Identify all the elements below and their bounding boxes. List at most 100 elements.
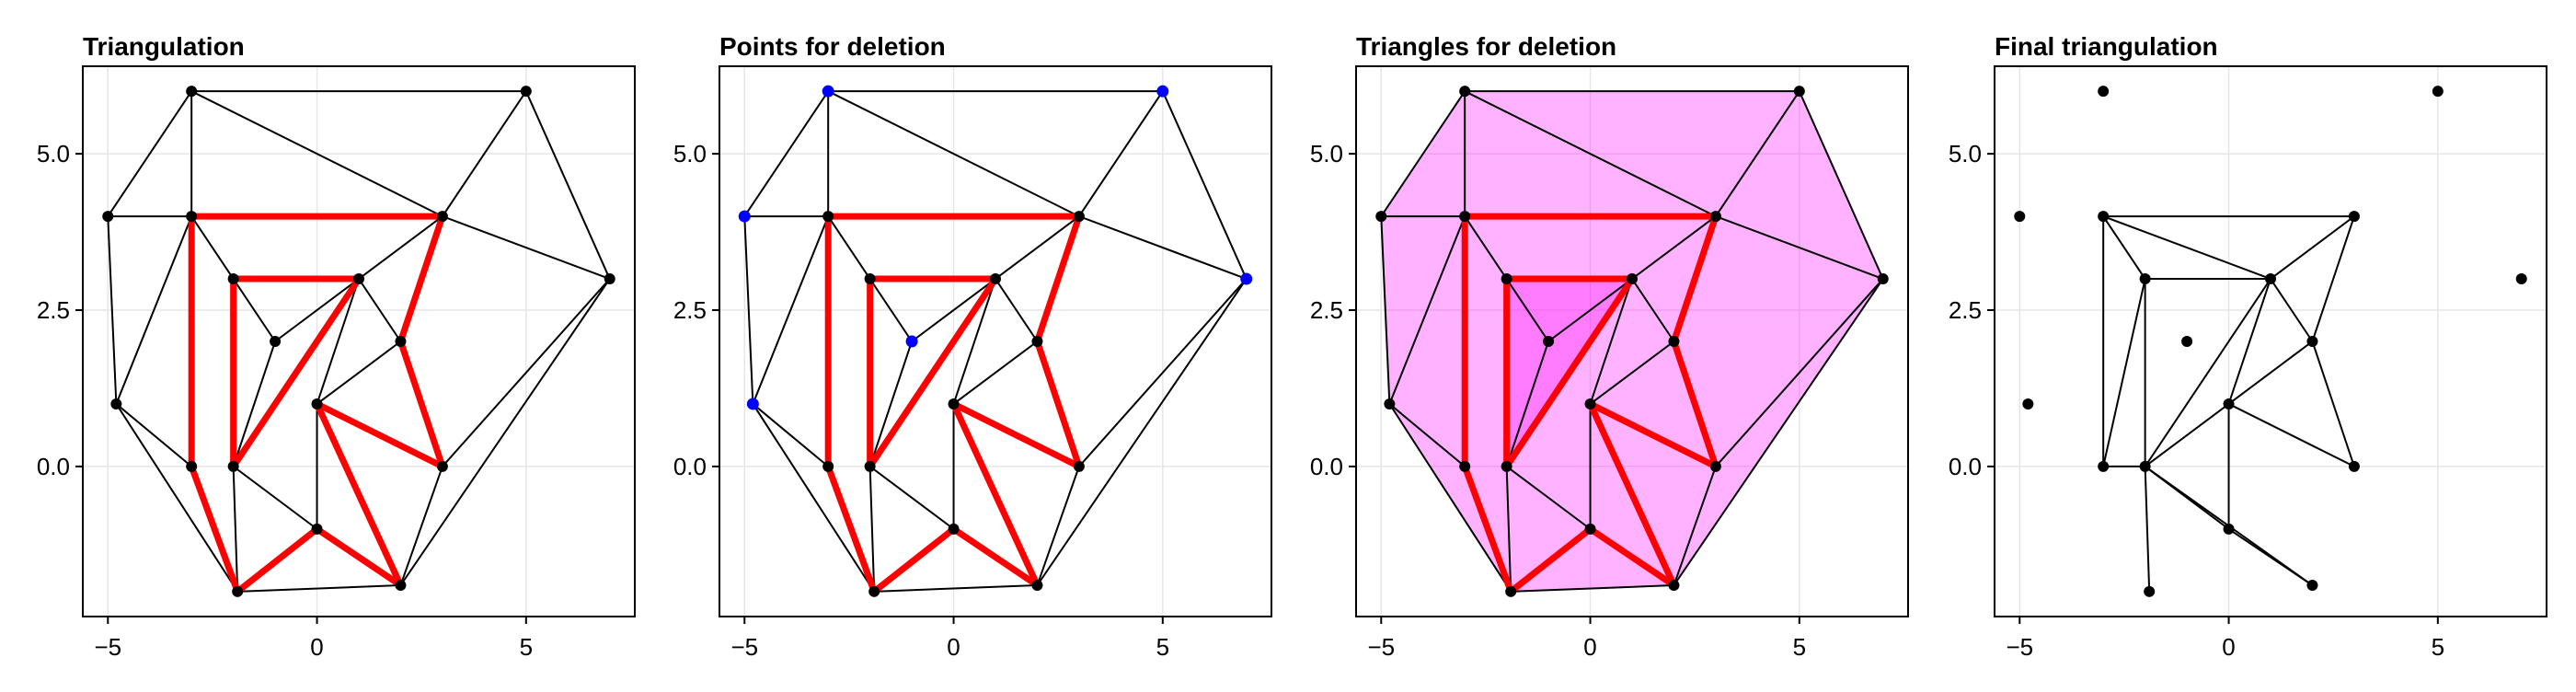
data-point	[2223, 523, 2235, 535]
triangulation-edge	[1715, 215, 1884, 280]
data-point	[186, 460, 198, 472]
constrained-edge	[314, 400, 404, 589]
data-point	[1031, 336, 1043, 347]
triangulation-edge	[115, 403, 239, 593]
triangulation-edge	[1380, 90, 1466, 217]
triangulation-edge	[316, 278, 360, 405]
y-tick-label: 2.5	[673, 296, 707, 324]
triangulation-edge	[2102, 215, 2271, 280]
y-tick-label: 5.0	[1949, 140, 1982, 167]
data-point	[1793, 86, 1805, 98]
x-tick-label: 5	[1793, 633, 1806, 661]
data-point	[2098, 460, 2110, 472]
axes-frame	[82, 65, 636, 617]
triangulation-edge	[399, 466, 443, 586]
y-tick-label: 0.0	[673, 453, 707, 480]
data-point	[110, 398, 122, 409]
constrained-edge	[230, 275, 362, 470]
triangulation-edge	[237, 584, 401, 593]
triangulation-edge	[827, 215, 871, 280]
data-point	[1459, 460, 1471, 472]
triangulation-edge	[1464, 215, 1508, 280]
data-point	[1668, 336, 1680, 347]
data-point	[2348, 211, 2360, 223]
data-point	[948, 523, 960, 535]
data-point	[1459, 211, 1471, 223]
data-point	[990, 273, 1001, 285]
x-tick-label: 0	[947, 633, 960, 661]
y-tick-label: 5.0	[1310, 140, 1343, 167]
data-point	[2348, 460, 2360, 472]
triangulation-edge	[316, 340, 402, 405]
triangulation-edge	[1161, 90, 1248, 280]
constrained-edge	[824, 463, 878, 595]
x-tick-label: −5	[730, 633, 758, 661]
triangulation-edge	[1631, 215, 1717, 280]
y-tick-label: 0.0	[37, 453, 70, 480]
triangulation-edge	[743, 90, 830, 217]
triangulation-edge	[1388, 403, 1512, 593]
triangulation-edge	[1715, 278, 1884, 467]
data-point	[311, 398, 323, 409]
data-point	[2432, 86, 2444, 98]
data-point	[102, 211, 114, 223]
data-point	[2306, 580, 2318, 592]
data-point	[1384, 398, 1396, 409]
data-point	[2139, 460, 2151, 472]
deletion-point	[1240, 272, 1253, 285]
data-point	[1627, 273, 1638, 285]
triangulation-edge	[952, 278, 996, 405]
triangulation-edge	[1589, 278, 1633, 405]
triangulation-edge	[232, 466, 239, 592]
triangulation-edge	[1036, 278, 1248, 586]
triangulation-edge	[274, 278, 360, 342]
constrained-edge	[314, 400, 446, 470]
data-point	[436, 460, 448, 472]
data-point	[353, 273, 364, 285]
triangulation-edge	[995, 278, 1039, 342]
triangulation-edge	[2144, 278, 2271, 467]
panel-title: Triangulation	[83, 32, 245, 61]
data-point	[1668, 580, 1680, 592]
data-point	[1709, 460, 1721, 472]
data-point	[822, 211, 834, 223]
y-tick-label: 5.0	[673, 140, 707, 167]
constrained-edge	[950, 400, 1041, 589]
triangulation-edge	[874, 584, 1038, 593]
data-point	[1073, 211, 1085, 223]
y-tick-label: 2.5	[1949, 296, 1982, 324]
triangulation-edge	[442, 215, 611, 280]
deletion-point	[1156, 85, 1169, 98]
data-point	[232, 585, 244, 597]
constrained-edge	[314, 525, 404, 589]
triangulation-edge	[358, 278, 402, 342]
data-point	[395, 336, 407, 347]
data-point	[2098, 86, 2110, 98]
constrained-edge	[397, 338, 446, 470]
x-tick-label: 5	[520, 633, 533, 661]
triangulation-edge	[743, 216, 754, 404]
data-point	[822, 460, 834, 472]
data-point	[436, 211, 448, 223]
triangulation-edge	[869, 466, 955, 530]
constrained-edge	[870, 525, 958, 595]
triangulation-edge	[2227, 528, 2314, 586]
constrained-edge	[1587, 400, 1677, 589]
triangulation-edge	[1078, 278, 1248, 467]
data-point	[2098, 211, 2110, 223]
y-tick-label: 5.0	[37, 140, 70, 167]
data-point	[868, 585, 880, 597]
data-point	[186, 86, 198, 98]
triangulation-edge	[1464, 90, 1717, 217]
data-point	[2139, 273, 2151, 285]
triangulation-edge	[827, 90, 1080, 217]
triangulation-edge	[1589, 340, 1675, 405]
triangulation-edge	[2227, 278, 2271, 405]
data-point	[1501, 273, 1512, 285]
triangulation-edge	[2144, 466, 2151, 592]
data-point	[2014, 211, 2026, 223]
axes-frame	[1355, 65, 1909, 617]
constrained-edge	[1503, 275, 1636, 470]
triangulation-edge	[1036, 466, 1080, 586]
deletion-region	[1506, 279, 1549, 467]
